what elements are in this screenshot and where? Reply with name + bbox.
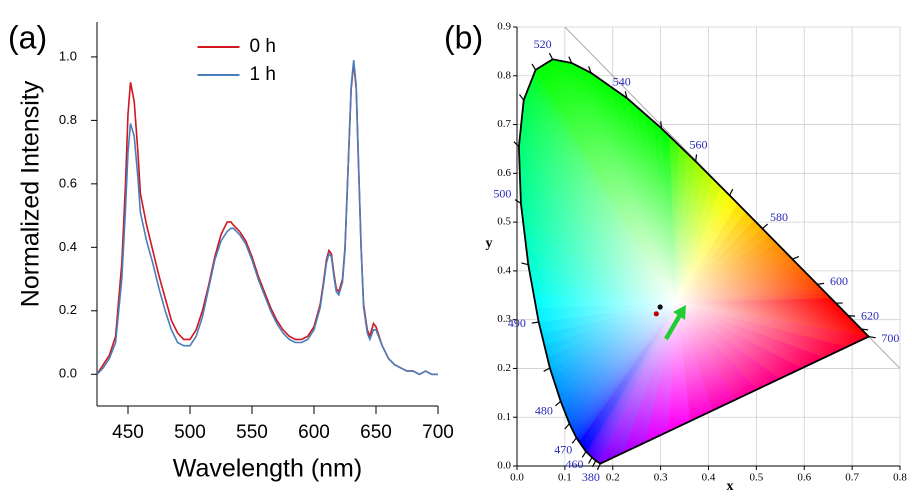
wavelength-label: 380 [582,470,600,484]
locus-tick [596,463,601,471]
x-tick-label: 700 [422,422,454,443]
panel-label: (b) [444,19,483,55]
panel-a: (a) 0.0 0.2 0.4 0.6 0.8 1.0 450 500 550 600 650 700 W… [8,19,454,482]
locus-tick [564,423,570,430]
series-line [96,60,438,376]
locus-tick [531,321,539,324]
wavelength-label: 700 [881,331,899,345]
y-tick-label: 0.7 [497,118,511,130]
data-point [653,311,659,317]
locus-tick [518,94,525,101]
x-tick-label: 0.7 [845,472,859,484]
x-tick-label: 550 [236,422,268,443]
series-line [96,63,438,376]
locus-tick [660,121,662,129]
data-point [657,304,663,310]
y-tick-label: 0.1 [497,411,511,423]
x-tick-label: 0.1 [558,472,572,484]
locus-tick [868,336,876,339]
x-axis-label: Wavelength (nm) [173,455,362,483]
wavelength-label: 500 [493,186,511,200]
wavelength-label: 490 [508,316,526,330]
y-axis-label: Normalized Intensity [17,80,45,307]
x-tick-label: 0.4 [702,472,716,484]
y-tick-label: 0.3 [497,313,511,325]
locus-tick [729,188,734,196]
locus-tick [581,451,587,458]
panel-b: (b) 0.0 0.1 0.2 0.3 0.4 0.5 0.6 0.7 0.8 0.9 0.0 0.1 0… [444,19,907,494]
wavelength-label: 540 [613,74,631,88]
y-tick-label: 0.4 [497,264,511,276]
x-tick-label: 0.3 [654,472,668,484]
locus-tick [514,199,522,204]
x-tick-label: 0.0 [510,472,524,484]
x-axis-label: x [727,479,734,494]
x-tick-label: 0.2 [606,472,620,484]
legend-label: 1 h [250,64,276,85]
locus-tick [588,66,592,74]
panel-label: (a) [8,19,47,55]
wavelength-label: 480 [535,403,553,417]
y-tick-label: 0.8 [59,112,77,127]
locus-tick [792,256,800,260]
locus-tick [521,262,529,266]
x-tick-label: 0.8 [893,472,907,484]
locus-tick [588,457,593,464]
wavelength-label: 470 [554,442,572,456]
y-tick-label: 0.6 [59,175,77,190]
y-tick-label: 0.9 [497,21,511,33]
locus-tick [695,154,698,162]
locus-tick [548,52,554,60]
shift-arrow [664,313,682,341]
locus-tick [761,223,769,230]
locus-tick [543,367,551,372]
locus-tick [571,437,577,444]
y-tick-label: 1.0 [59,48,77,63]
y-tick-label: 0.0 [59,366,77,381]
y-tick-label: 0.0 [497,460,511,472]
locus-tick [861,328,869,331]
wavelength-label: 460 [565,457,583,471]
wavelength-label: 580 [770,210,788,224]
y-tick-label: 0.4 [59,239,77,254]
wavelength-label: 600 [830,274,848,288]
locus-tick [817,282,825,285]
y-tick-label: 0.8 [497,69,511,81]
spectral-locus [517,58,871,465]
locus-tick [568,56,573,64]
locus-tick [624,91,628,99]
x-tick-label: 500 [174,422,206,443]
y-tick-label: 0.6 [497,167,511,179]
legend-label: 0 h [250,36,276,57]
x-tick-label: 450 [112,422,144,443]
locus-tick [591,460,597,468]
gamut-fill [518,58,871,465]
y-tick-label: 0.5 [497,216,511,228]
locus-tick [554,400,562,407]
x-tick-label: 0.6 [797,472,811,484]
y-tick-label: 0.2 [59,302,77,317]
y-tick-label: 0.2 [497,362,511,374]
x-tick-label: 650 [360,422,392,443]
x-tick-label: 600 [298,422,330,443]
y-axis-label: y [486,236,493,251]
locus-tick [513,141,520,148]
wavelength-label: 560 [690,137,708,151]
locus-tick [531,63,537,71]
wavelength-label: 620 [861,309,879,323]
wavelength-label: 520 [534,37,552,51]
x-tick-label: 0.5 [750,472,764,484]
shift-arrow-head [673,305,686,320]
